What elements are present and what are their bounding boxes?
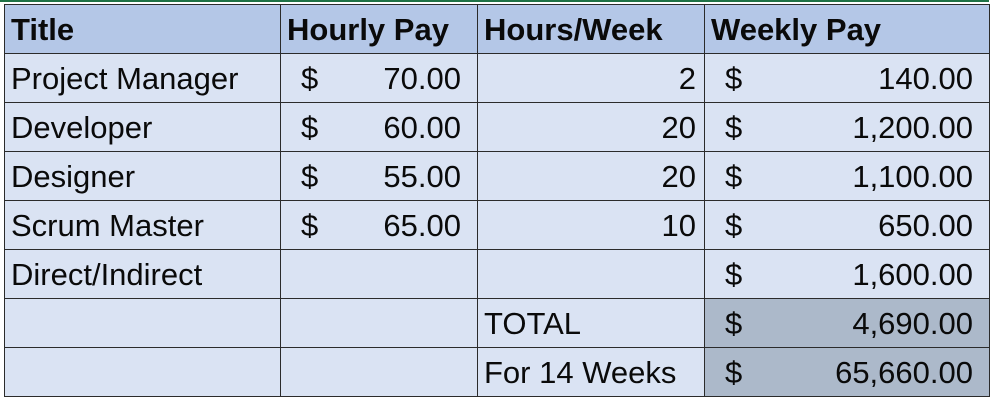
cell-hours[interactable] xyxy=(477,249,705,299)
cell-hours[interactable]: 20 xyxy=(477,102,705,152)
cell-hourly[interactable] xyxy=(280,249,478,299)
cell-title[interactable]: Scrum Master xyxy=(4,200,281,250)
cell-weekly[interactable]: $1,200.00 xyxy=(704,102,990,152)
table-row: Project Manager $70.00 2 $140.00 xyxy=(4,53,990,103)
currency-symbol: $ xyxy=(725,109,743,145)
currency-symbol: $ xyxy=(725,305,743,341)
total-label[interactable]: TOTAL xyxy=(477,298,705,348)
hourly-amount: 60.00 xyxy=(383,109,461,145)
hourly-amount: 55.00 xyxy=(383,158,461,194)
weeks-value-cell[interactable]: $65,660.00 xyxy=(704,347,990,397)
table-row: Scrum Master $65.00 10 $650.00 xyxy=(4,200,990,250)
hours-value: 20 xyxy=(661,158,696,194)
hours-value: 2 xyxy=(678,60,696,96)
cell-empty[interactable] xyxy=(4,347,281,397)
cell-hourly[interactable]: $65.00 xyxy=(280,200,478,250)
cell-hours[interactable]: 20 xyxy=(477,151,705,201)
cell-empty[interactable] xyxy=(4,298,281,348)
cell-hourly[interactable]: $55.00 xyxy=(280,151,478,201)
summary-row-total: TOTAL $4,690.00 xyxy=(4,298,990,348)
header-hours-week[interactable]: Hours/Week xyxy=(477,4,705,54)
hours-value: 10 xyxy=(661,207,696,243)
header-weekly-pay[interactable]: Weekly Pay xyxy=(704,4,990,54)
cell-empty[interactable] xyxy=(280,347,478,397)
cell-title[interactable]: Designer xyxy=(4,151,281,201)
summary-row-14-weeks: For 14 Weeks $65,660.00 xyxy=(4,347,990,397)
total-amount: 4,690.00 xyxy=(852,305,973,341)
currency-symbol: $ xyxy=(725,158,743,194)
cell-hourly[interactable]: $70.00 xyxy=(280,53,478,103)
table-row: Designer $55.00 20 $1,100.00 xyxy=(4,151,990,201)
cell-weekly[interactable]: $1,600.00 xyxy=(704,249,990,299)
weekly-amount: 140.00 xyxy=(878,60,973,96)
weeks-label[interactable]: For 14 Weeks xyxy=(477,347,705,397)
pay-table: Title Hourly Pay Hours/Week Weekly Pay P… xyxy=(4,4,990,397)
weekly-amount: 1,200.00 xyxy=(852,109,973,145)
currency-symbol: $ xyxy=(725,60,743,96)
currency-symbol: $ xyxy=(301,109,319,145)
cell-weekly[interactable]: $1,100.00 xyxy=(704,151,990,201)
header-row: Title Hourly Pay Hours/Week Weekly Pay xyxy=(4,4,990,54)
header-hourly-pay[interactable]: Hourly Pay xyxy=(280,4,478,54)
table-row: Developer $60.00 20 $1,200.00 xyxy=(4,102,990,152)
currency-symbol: $ xyxy=(725,354,743,390)
currency-symbol: $ xyxy=(301,207,319,243)
currency-symbol: $ xyxy=(725,256,743,292)
total-value-cell[interactable]: $4,690.00 xyxy=(704,298,990,348)
currency-symbol: $ xyxy=(725,207,743,243)
table-row: Direct/Indirect $1,600.00 xyxy=(4,249,990,299)
weekly-amount: 1,600.00 xyxy=(852,256,973,292)
cell-title[interactable]: Developer xyxy=(4,102,281,152)
header-title[interactable]: Title xyxy=(4,4,281,54)
cell-weekly[interactable]: $140.00 xyxy=(704,53,990,103)
cell-hourly[interactable]: $60.00 xyxy=(280,102,478,152)
hourly-amount: 65.00 xyxy=(383,207,461,243)
hours-value: 20 xyxy=(661,109,696,145)
selection-accent-bar xyxy=(0,0,989,2)
cell-empty[interactable] xyxy=(280,298,478,348)
cell-title[interactable]: Direct/Indirect xyxy=(4,249,281,299)
cell-title[interactable]: Project Manager xyxy=(4,53,281,103)
weeks-amount: 65,660.00 xyxy=(835,354,973,390)
weekly-amount: 1,100.00 xyxy=(852,158,973,194)
currency-symbol: $ xyxy=(301,60,319,96)
cell-weekly[interactable]: $650.00 xyxy=(704,200,990,250)
cell-hours[interactable]: 2 xyxy=(477,53,705,103)
weekly-amount: 650.00 xyxy=(878,207,973,243)
cell-hours[interactable]: 10 xyxy=(477,200,705,250)
currency-symbol: $ xyxy=(301,158,319,194)
hourly-amount: 70.00 xyxy=(383,60,461,96)
